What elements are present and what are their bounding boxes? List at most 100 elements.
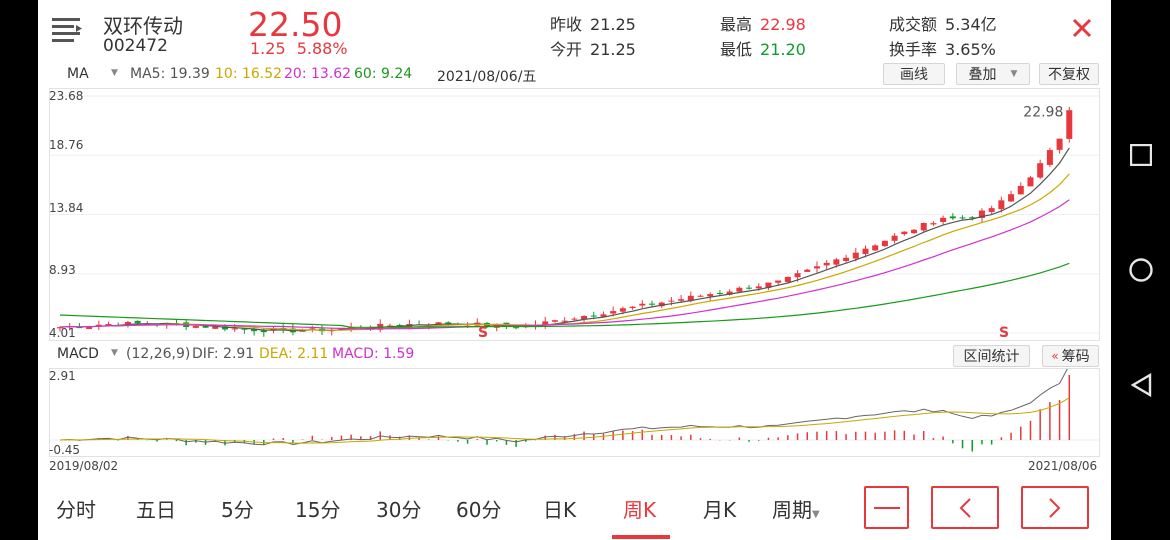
candle-body	[784, 276, 791, 282]
period-dropdown-icon: ▼	[812, 509, 820, 520]
scroll-right-button[interactable]	[1021, 486, 1089, 529]
ma20-line	[59, 199, 1070, 330]
candle-body	[95, 324, 102, 327]
stock-code: 002472	[103, 36, 168, 56]
candle-body	[697, 295, 704, 297]
home-button[interactable]	[1111, 250, 1170, 290]
candle-body	[1056, 138, 1063, 150]
chips-button[interactable]: « 筹码	[1042, 345, 1099, 367]
candle-body	[911, 229, 918, 234]
candle-body	[542, 321, 549, 326]
candle-body	[716, 292, 723, 294]
tab-monthly[interactable]: 月K	[703, 498, 737, 522]
ma60-value: 60: 9.24	[354, 66, 413, 82]
low-price: 最低 21.20	[720, 40, 806, 59]
tab-15min[interactable]: 15分	[295, 498, 341, 522]
candle-body	[445, 322, 452, 325]
tab-5min[interactable]: 5分	[221, 498, 254, 522]
tab-period[interactable]: 周期▼	[772, 498, 820, 522]
close-icon[interactable]	[1070, 16, 1094, 40]
adjust-button[interactable]: 不复权	[1039, 63, 1099, 85]
candlestick-svg: 22.98 S S	[50, 95, 1099, 341]
menu-icon[interactable]	[50, 14, 84, 46]
tab-intraday[interactable]: 分时	[56, 498, 96, 522]
draw-line-button[interactable]: 画线	[883, 63, 945, 85]
candle-body	[746, 287, 753, 289]
scroll-left-button[interactable]	[931, 486, 999, 529]
candle-body	[823, 262, 830, 266]
tab-weekly[interactable]: 周K	[623, 498, 657, 522]
tab-30min[interactable]: 30分	[376, 498, 422, 522]
candle-body	[998, 200, 1005, 210]
candle-body	[639, 303, 646, 306]
y-axis-label: 23.68	[49, 89, 84, 103]
candle-body	[891, 235, 898, 241]
candle-body	[338, 328, 345, 330]
macd-selector[interactable]: MACD	[57, 346, 99, 362]
tab-60min[interactable]: 60分	[456, 498, 502, 522]
macd-value: MACD: 1.59	[332, 346, 415, 362]
candle-body	[707, 294, 714, 297]
macd-axis-top: 2.91	[49, 369, 76, 383]
candle-body	[1046, 150, 1053, 165]
overlay-dropdown-icon: ▼	[1010, 69, 1018, 79]
candle-body	[309, 328, 316, 330]
open-price: 今开 21.25	[550, 40, 636, 59]
candle-body	[513, 327, 520, 329]
overlay-button[interactable]: 叠加 ▼	[956, 63, 1030, 85]
ma-dropdown-icon[interactable]: ▼	[111, 68, 118, 78]
candle-body	[872, 245, 879, 251]
ma5-line	[59, 147, 1070, 332]
candle-body	[134, 320, 141, 324]
chevron-left-icon	[959, 497, 971, 518]
chevron-right-icon	[1049, 497, 1061, 518]
tab-daily[interactable]: 日K	[543, 498, 577, 522]
stock-name: 双环传动	[103, 14, 183, 38]
candle-body	[687, 295, 694, 301]
back-button[interactable]	[1111, 365, 1170, 405]
candle-body	[959, 217, 966, 219]
candle-body	[105, 324, 112, 327]
sell-signal-marker: S	[478, 325, 488, 340]
y-axis-label: 4.01	[49, 326, 76, 340]
system-nav-bar	[1111, 0, 1170, 540]
recent-apps-button[interactable]	[1111, 135, 1170, 175]
dif-line	[59, 365, 1070, 446]
candle-body	[571, 318, 578, 320]
candle-body	[765, 282, 772, 288]
macd-chart[interactable]	[49, 365, 1100, 457]
candle-body	[794, 273, 801, 278]
candle-body	[978, 210, 985, 218]
x-axis-start-date: 2019/08/02	[49, 459, 119, 473]
ma-selector[interactable]: MA	[67, 66, 89, 82]
candle-body	[299, 330, 306, 332]
candle-body	[86, 326, 93, 329]
macd-axis-bottom: -0.45	[49, 443, 81, 457]
candle-body	[1017, 185, 1024, 195]
y-axis-label: 8.93	[49, 263, 76, 277]
current-price: 22.50	[248, 5, 343, 44]
zoom-out-button[interactable]	[864, 486, 909, 529]
ma-indicator-bar: MA ▼ MA5: 19.39 10: 16.52 20: 13.62 60: …	[38, 66, 1111, 86]
candle-body	[804, 269, 811, 272]
macd-dropdown-icon[interactable]: ▼	[111, 348, 118, 358]
tab-five-day[interactable]: 五日	[136, 498, 176, 522]
candle-body	[775, 280, 782, 283]
candle-body	[969, 217, 976, 219]
range-stats-button[interactable]: 区间统计	[953, 345, 1030, 367]
y-axis-label: 18.76	[49, 138, 84, 152]
candlestick-chart[interactable]: 22.98 S S	[49, 88, 1100, 341]
high-price: 最高 22.98	[720, 15, 806, 34]
candle-body	[901, 231, 908, 235]
candle-body	[551, 320, 558, 322]
candle-body	[590, 315, 597, 317]
left-screen-edge	[0, 0, 38, 540]
candle-body	[241, 328, 248, 330]
dea-line	[59, 397, 1070, 444]
candle-body	[988, 208, 995, 212]
stock-app: 双环传动 002472 22.50 1.25 5.88% 昨收 21.25 今开 2…	[38, 0, 1111, 540]
change-percent: 5.88%	[296, 39, 348, 58]
candle-body	[619, 308, 626, 312]
chips-arrow-icon: «	[1051, 349, 1059, 363]
ma5-value: MA5: 19.39	[130, 66, 210, 82]
